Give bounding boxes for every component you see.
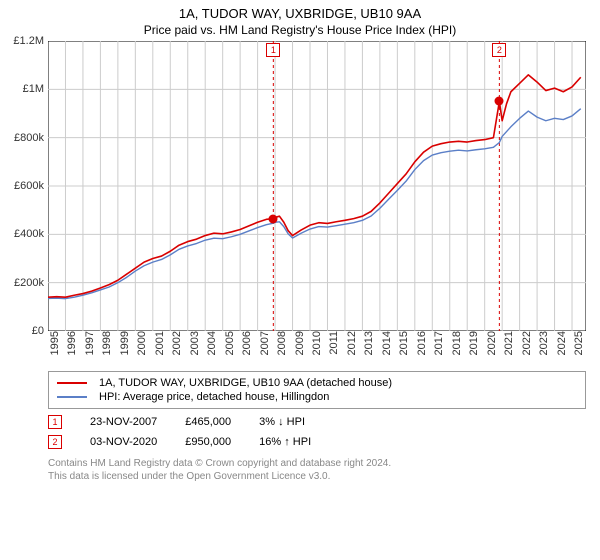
x-axis-label: 2023 (536, 331, 550, 355)
sale-delta-1: 3% ↓ HPI (259, 416, 305, 428)
x-axis-label: 2010 (309, 331, 323, 355)
x-axis-label: 1995 (47, 331, 61, 355)
sale-date-2: 03-NOV-2020 (90, 436, 157, 448)
chart-sale-marker-1: 1 (266, 43, 280, 57)
footnote-line1: Contains HM Land Registry data © Crown c… (48, 457, 586, 470)
sale-date-1: 23-NOV-2007 (90, 416, 157, 428)
y-axis-label: £0 (32, 325, 48, 337)
x-axis-label: 2008 (274, 331, 288, 355)
chart-svg (48, 41, 586, 331)
x-axis-label: 2005 (222, 331, 236, 355)
x-axis-label: 2012 (344, 331, 358, 355)
legend-row-hpi: HPI: Average price, detached house, Hill… (57, 390, 577, 404)
chart-sale-dot-1 (269, 214, 278, 223)
sale-marker-2: 2 (48, 435, 62, 449)
x-axis-label: 2022 (519, 331, 533, 355)
x-axis-label: 2025 (571, 331, 585, 355)
x-axis-label: 2018 (449, 331, 463, 355)
x-axis-label: 2019 (466, 331, 480, 355)
chart-sale-marker-2: 2 (492, 43, 506, 57)
y-axis-label: £1M (23, 83, 48, 95)
legend-row-property: 1A, TUDOR WAY, UXBRIDGE, UB10 9AA (detac… (57, 376, 577, 390)
y-axis-label: £600k (14, 180, 48, 192)
sale-marker-1: 1 (48, 415, 62, 429)
footnote: Contains HM Land Registry data © Crown c… (48, 457, 586, 483)
x-axis-label: 2017 (431, 331, 445, 355)
y-axis-label: £1.2M (13, 35, 48, 47)
x-axis-label: 2024 (554, 331, 568, 355)
legend-swatch-property (57, 382, 87, 384)
x-axis-label: 2003 (187, 331, 201, 355)
x-axis-label: 2007 (257, 331, 271, 355)
x-axis-label: 1998 (99, 331, 113, 355)
sale-price-2: £950,000 (185, 436, 231, 448)
legend-label-property: 1A, TUDOR WAY, UXBRIDGE, UB10 9AA (detac… (99, 377, 392, 389)
x-axis-label: 1996 (64, 331, 78, 355)
x-axis-label: 2002 (169, 331, 183, 355)
x-axis-label: 1999 (117, 331, 131, 355)
sale-delta-2: 16% ↑ HPI (259, 436, 311, 448)
y-axis-label: £200k (14, 277, 48, 289)
x-axis-label: 2000 (134, 331, 148, 355)
x-axis-label: 2013 (361, 331, 375, 355)
legend: 1A, TUDOR WAY, UXBRIDGE, UB10 9AA (detac… (48, 371, 586, 409)
sale-row-1: 1 23-NOV-2007 £465,000 3% ↓ HPI (48, 415, 586, 429)
sale-price-1: £465,000 (185, 416, 231, 428)
x-axis-label: 2004 (204, 331, 218, 355)
x-axis-label: 2001 (152, 331, 166, 355)
x-axis-label: 2021 (501, 331, 515, 355)
chart-subtitle: Price paid vs. HM Land Registry's House … (0, 21, 600, 41)
x-axis-label: 2015 (396, 331, 410, 355)
x-axis-label: 2020 (484, 331, 498, 355)
footnote-line2: This data is licensed under the Open Gov… (48, 470, 586, 483)
x-axis-label: 1997 (82, 331, 96, 355)
chart-plot-area: £0£200k£400k£600k£800k£1M£1.2M1995199619… (48, 41, 586, 331)
y-axis-label: £800k (14, 132, 48, 144)
x-axis-label: 2011 (326, 331, 340, 355)
y-axis-label: £400k (14, 228, 48, 240)
legend-label-hpi: HPI: Average price, detached house, Hill… (99, 391, 329, 403)
legend-swatch-hpi (57, 396, 87, 398)
chart-title: 1A, TUDOR WAY, UXBRIDGE, UB10 9AA (0, 0, 600, 21)
x-axis-label: 2016 (414, 331, 428, 355)
chart-sale-dot-2 (495, 97, 504, 106)
x-axis-label: 2014 (379, 331, 393, 355)
sale-row-2: 2 03-NOV-2020 £950,000 16% ↑ HPI (48, 435, 586, 449)
x-axis-label: 2006 (239, 331, 253, 355)
x-axis-label: 2009 (292, 331, 306, 355)
chart-container: 1A, TUDOR WAY, UXBRIDGE, UB10 9AA Price … (0, 0, 600, 560)
